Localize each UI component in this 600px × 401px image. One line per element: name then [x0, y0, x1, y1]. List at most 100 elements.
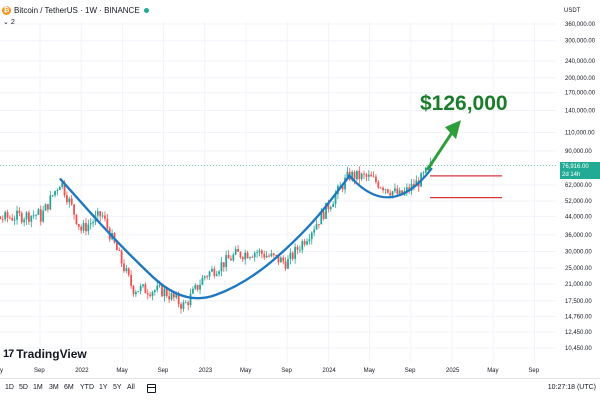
candle-body: [58, 186, 61, 191]
candle-body: [230, 258, 232, 261]
candle-body: [301, 241, 304, 250]
candle-body: [325, 202, 327, 219]
candle-body: [389, 192, 392, 196]
candle-body: [146, 293, 149, 295]
candlestick-series: [0, 157, 432, 314]
candle-body: [353, 171, 356, 180]
target-price-label: $126,000: [420, 92, 508, 115]
candle-body: [317, 224, 320, 225]
candle-body: [396, 188, 399, 195]
candle-body: [0, 216, 2, 219]
candle-body: [151, 292, 154, 297]
candle-body: [253, 252, 256, 258]
candle-body: [142, 284, 144, 287]
indicator-toggle[interactable]: ⌄ 2: [3, 18, 15, 26]
time-tick-label: May: [487, 368, 498, 374]
candle-body: [213, 268, 216, 276]
candle-body: [37, 209, 40, 215]
price-tick-label: 360,000.00: [565, 22, 596, 28]
timeframe-1y[interactable]: 1Y: [99, 384, 108, 391]
chart-overlays: [0, 120, 556, 300]
timeframe-1d[interactable]: 1D: [5, 384, 14, 391]
candle-body: [180, 304, 182, 309]
green-dot-icon: [143, 7, 149, 13]
time-tick-label: Sep: [528, 368, 539, 374]
candle-body: [80, 226, 83, 231]
time-tick-label: y: [0, 368, 3, 374]
candle-body: [356, 170, 358, 180]
candle-body: [104, 215, 106, 219]
candle-body: [422, 172, 425, 174]
candle-body: [358, 170, 361, 179]
candle-body: [382, 187, 384, 191]
candle-body: [49, 195, 52, 210]
candle-body: [408, 187, 411, 191]
candle-body: [132, 285, 135, 295]
candle-body: [63, 182, 66, 196]
candle-body: [6, 212, 9, 218]
candle-body: [310, 232, 313, 240]
last-price-value: 76,916.00: [562, 164, 589, 170]
time-tick-label: 2025: [446, 368, 460, 374]
candle-body: [54, 191, 56, 196]
timeframe-3m[interactable]: 3M: [49, 384, 59, 391]
candle-body: [73, 204, 75, 215]
time-tick-label: 2024: [322, 368, 336, 374]
logo-text: TradingView: [16, 347, 87, 361]
timeframe-all[interactable]: All: [127, 384, 135, 391]
price-tick-label: 200,000.00: [565, 76, 596, 82]
candle-body: [256, 252, 258, 254]
chevron-down-icon: ⌄: [3, 19, 9, 26]
candle-body: [268, 255, 270, 257]
symbol-title[interactable]: Bitcoin / TetherUS · 1W · BINANCE: [14, 5, 140, 15]
candle-body: [96, 211, 99, 216]
candle-body: [89, 223, 92, 225]
candle-body: [363, 173, 365, 175]
candle-body: [144, 284, 147, 294]
candle-body: [384, 189, 387, 191]
candle-body: [258, 250, 261, 253]
candle-body: [332, 203, 335, 208]
candle-body: [401, 190, 403, 195]
timeframe-ytd[interactable]: YTD: [80, 384, 94, 391]
price-tick-label: 14,760.00: [565, 314, 592, 320]
candle-body: [134, 292, 137, 295]
candle-body: [379, 187, 382, 189]
candle-body: [227, 254, 230, 259]
candle-body: [87, 224, 90, 232]
timeframe-5y[interactable]: 5Y: [113, 384, 122, 391]
price-axis: USDT 360,000.00 300,000.00 240,000.00 200,00…: [564, 8, 596, 352]
candle-body: [260, 250, 263, 254]
candle-body: [424, 167, 427, 173]
candle-body: [237, 248, 239, 252]
candle-body: [4, 212, 7, 220]
tradingview-logo[interactable]: 17 TradingView: [3, 347, 87, 361]
chart-header: ₿ Bitcoin / TetherUS · 1W · BINANCE: [0, 2, 149, 18]
candle-body: [303, 241, 306, 245]
time-tick-label: 2023: [199, 368, 213, 374]
timeframe-6m[interactable]: 6M: [64, 384, 74, 391]
chart-grid: [0, 22, 556, 362]
timeframe-5d[interactable]: 5D: [19, 384, 28, 391]
candle-body: [161, 285, 163, 297]
candle-body: [203, 276, 206, 278]
time-tick-label: May: [116, 368, 127, 374]
candle-body: [163, 288, 166, 297]
utc-clock: 10:27:18 (UTC): [547, 384, 596, 391]
candle-body: [244, 252, 247, 260]
candle-body: [298, 249, 301, 251]
candle-body: [398, 190, 401, 195]
candle-body: [208, 271, 211, 277]
calendar-icon[interactable]: [147, 384, 156, 393]
price-tick-label: 170,000.00: [565, 91, 596, 97]
price-tick-label: 62,000.00: [565, 183, 592, 189]
candle-body: [265, 255, 268, 258]
candle-body: [75, 214, 78, 224]
candle-body: [182, 302, 185, 309]
candle-body: [101, 215, 104, 217]
timeframe-1m[interactable]: 1M: [33, 384, 43, 391]
candle-body: [35, 214, 37, 216]
candle-body: [372, 176, 375, 178]
candle-body: [165, 288, 168, 297]
